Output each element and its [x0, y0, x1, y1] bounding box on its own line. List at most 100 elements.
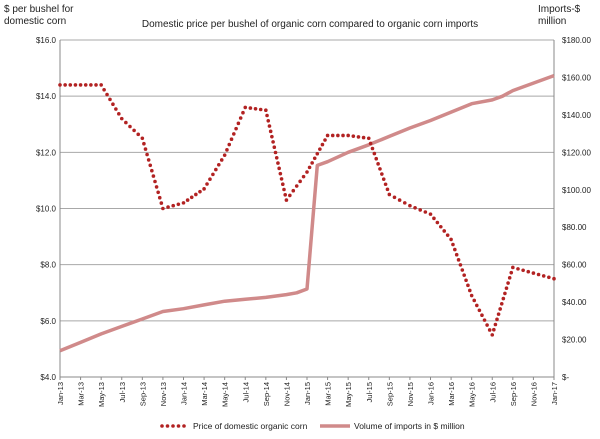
- price-dot: [475, 303, 479, 308]
- price-dot: [273, 150, 278, 155]
- price-dot: [380, 172, 384, 176]
- price-dot: [267, 124, 272, 128]
- price-dot: [320, 142, 325, 147]
- price-dot: [383, 182, 388, 187]
- price-dot: [315, 151, 320, 156]
- price-dot: [234, 126, 238, 131]
- price-dot: [157, 195, 162, 200]
- price-dot: [298, 179, 302, 184]
- x-tick-label: Nov-16: [529, 382, 538, 406]
- price-point: [408, 203, 412, 208]
- price-dot: [271, 140, 275, 144]
- price-dot: [462, 273, 466, 277]
- price-dot: [318, 147, 322, 151]
- price-dot: [536, 272, 541, 277]
- price-dot: [480, 313, 484, 318]
- price-dot: [423, 210, 428, 214]
- price-dot: [456, 258, 461, 262]
- price-dot: [499, 301, 504, 306]
- price-point: [181, 201, 186, 205]
- price-dot: [229, 137, 234, 142]
- price-dot: [454, 252, 459, 257]
- price-dot: [307, 165, 312, 170]
- right-tick-label: $80.00: [562, 223, 587, 232]
- price-dot: [392, 195, 397, 200]
- price-point: [78, 83, 83, 87]
- x-tick-label: Mar-14: [200, 382, 209, 406]
- price-dot: [432, 216, 436, 221]
- price-dot: [214, 167, 218, 172]
- price-dot: [506, 281, 510, 285]
- price-dot: [279, 177, 284, 181]
- price-dot: [274, 155, 279, 160]
- price-dot: [128, 124, 132, 129]
- left-tick-label: $4.0: [40, 373, 56, 382]
- price-dot: [466, 283, 470, 288]
- right-tick-label: $-: [562, 373, 569, 382]
- price-dot: [435, 220, 440, 225]
- price-dot: [225, 148, 229, 152]
- price-point: [119, 116, 124, 121]
- price-dot: [114, 107, 118, 111]
- x-tick-label: Jan-14: [180, 382, 189, 405]
- price-dot: [176, 202, 181, 207]
- price-dot: [526, 269, 531, 274]
- left-tick-labels: $4.0 $6.0 $8.0 $10.0 $12.0 $14.0 $16.0: [36, 36, 57, 382]
- price-point: [325, 133, 330, 138]
- price-dot: [265, 113, 269, 118]
- price-dot: [541, 274, 546, 278]
- price-dot: [146, 158, 151, 162]
- right-tick-label: $20.00: [562, 336, 587, 345]
- price-point: [387, 192, 392, 197]
- grid: [60, 39, 554, 378]
- x-tick-labels: Jan-13 Mar-13 May-13 Jul-13 Sep-13 Nov-13 Jan-…: [56, 377, 559, 407]
- x-tick-label: Sep-14: [262, 382, 271, 406]
- price-dot: [467, 288, 472, 293]
- x-tick-label: Mar-13: [77, 382, 86, 406]
- price-dot: [124, 120, 128, 125]
- price-dot: [73, 83, 78, 87]
- price-point: [264, 108, 268, 113]
- series-imports: [59, 73, 555, 353]
- x-tick-label: May-16: [468, 382, 477, 407]
- price-dot: [460, 268, 465, 272]
- price-dot: [156, 190, 160, 195]
- price-dot: [150, 168, 154, 173]
- price-dot: [516, 267, 520, 271]
- x-tick-label: Sep-13: [138, 382, 147, 406]
- price-dot: [458, 263, 463, 267]
- price-dot: [487, 328, 492, 332]
- imports-line: [59, 73, 555, 353]
- price-dot: [236, 121, 241, 126]
- price-dot: [374, 156, 379, 161]
- x-tick-label: Nov-15: [406, 382, 415, 406]
- price-dot: [445, 233, 450, 237]
- price-dot: [219, 158, 224, 162]
- price-dot: [194, 192, 198, 197]
- price-dot: [501, 296, 506, 301]
- price-dot: [238, 116, 243, 120]
- left-tick-label: $14.0: [36, 92, 57, 101]
- price-dot: [472, 298, 477, 303]
- left-tick-label: $8.0: [40, 261, 56, 270]
- price-point: [161, 206, 165, 211]
- price-dot: [232, 132, 236, 136]
- price-dot: [504, 286, 509, 291]
- left-tick-label: $10.0: [36, 205, 57, 214]
- price-dot: [63, 83, 67, 87]
- legend-imports-label: Volume of imports in $ million: [354, 421, 465, 431]
- price-dot: [208, 177, 212, 182]
- price-point: [202, 187, 206, 191]
- x-tick-label: May-13: [97, 382, 106, 407]
- price-dot: [493, 322, 498, 327]
- price-point: [531, 271, 536, 275]
- price-point: [222, 153, 227, 157]
- price-dot: [453, 247, 457, 252]
- price-point: [511, 265, 515, 270]
- price-dot: [283, 192, 288, 197]
- price-point: [99, 83, 103, 87]
- price-dot: [189, 195, 194, 200]
- price-dot: [148, 163, 153, 168]
- price-dot: [336, 133, 340, 138]
